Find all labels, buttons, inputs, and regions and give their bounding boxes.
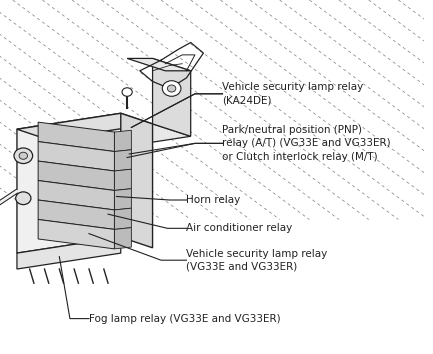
Circle shape bbox=[14, 148, 32, 164]
Polygon shape bbox=[38, 142, 114, 171]
Polygon shape bbox=[49, 124, 191, 152]
Text: Air conditioner relay: Air conditioner relay bbox=[187, 223, 293, 233]
Text: Vehicle security lamp relay
(VG33E and VG33ER): Vehicle security lamp relay (VG33E and V… bbox=[187, 249, 328, 272]
Polygon shape bbox=[114, 150, 131, 171]
Polygon shape bbox=[114, 130, 131, 152]
Circle shape bbox=[19, 152, 28, 159]
Text: Horn relay: Horn relay bbox=[187, 195, 241, 205]
Text: Fog lamp relay (VG33E and VG33ER): Fog lamp relay (VG33E and VG33ER) bbox=[89, 314, 281, 324]
Circle shape bbox=[122, 88, 132, 96]
Circle shape bbox=[16, 192, 31, 205]
Polygon shape bbox=[17, 113, 152, 140]
Polygon shape bbox=[38, 200, 114, 229]
Circle shape bbox=[168, 85, 176, 92]
Polygon shape bbox=[152, 58, 191, 136]
Polygon shape bbox=[17, 113, 121, 253]
Polygon shape bbox=[38, 181, 114, 210]
Polygon shape bbox=[114, 169, 131, 190]
Circle shape bbox=[162, 81, 181, 96]
Polygon shape bbox=[114, 208, 131, 229]
Polygon shape bbox=[38, 219, 114, 249]
Polygon shape bbox=[114, 189, 131, 210]
Polygon shape bbox=[121, 113, 152, 248]
Text: Vehicle security lamp relay
(KA24DE): Vehicle security lamp relay (KA24DE) bbox=[223, 82, 364, 105]
Polygon shape bbox=[38, 122, 114, 152]
Text: Park/neutral position (PNP)
relay (A/T) (VG33E and VG33ER)
or Clutch interlock r: Park/neutral position (PNP) relay (A/T) … bbox=[223, 125, 391, 161]
Polygon shape bbox=[114, 228, 131, 249]
Polygon shape bbox=[17, 237, 121, 269]
Polygon shape bbox=[38, 161, 114, 190]
Polygon shape bbox=[127, 58, 191, 71]
